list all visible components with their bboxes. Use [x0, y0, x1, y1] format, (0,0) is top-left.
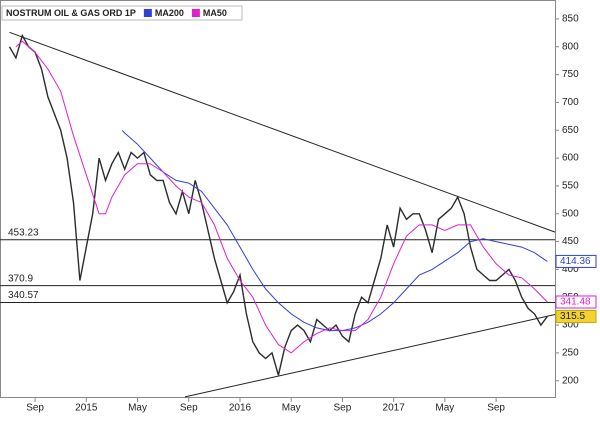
value-tag-label: 315.5: [560, 311, 585, 322]
legend-label: MA50: [203, 8, 227, 18]
y-tick-label: 400: [562, 264, 579, 275]
series-line: [8, 33, 548, 376]
legend-swatch: [191, 9, 200, 17]
y-tick-label: 550: [562, 181, 579, 192]
trend-line: [9, 31, 556, 233]
legend: NOSTRUM OIL & GAS ORD 1P MA200 MA50: [1, 5, 243, 21]
level-label: 453.23: [8, 227, 39, 238]
x-tick-label: Sep: [26, 403, 44, 414]
plot-area: [0, 0, 556, 398]
value-tag-label: 414.36: [560, 256, 591, 267]
y-tick-label: 700: [562, 97, 579, 108]
x-tick-label: Sep: [334, 403, 352, 414]
value-tag: [555, 309, 597, 323]
series-line: [121, 129, 548, 332]
legend-label: NOSTRUM OIL & GAS ORD 1P: [6, 8, 136, 18]
x-tick-label: 2015: [75, 403, 98, 414]
y-tick-label: 200: [562, 375, 579, 386]
y-tick-label: 750: [562, 69, 579, 80]
value-tag: [555, 295, 597, 309]
x-tick-label: 2016: [229, 403, 252, 414]
series-line: [15, 40, 548, 354]
y-tick-label: 500: [562, 208, 579, 219]
x-tick-label: Sep: [180, 403, 198, 414]
legend-swatch: [143, 9, 152, 17]
x-tick-label: Sep: [487, 403, 505, 414]
level-label: 370.9: [8, 273, 33, 284]
value-tag-label: 341.48: [560, 297, 591, 308]
x-tick-label: May: [435, 403, 454, 414]
level-label: 340.57: [8, 290, 39, 301]
y-tick-label: 250: [562, 348, 579, 359]
x-tick-label: May: [282, 403, 301, 414]
y-tick-label: 450: [562, 236, 579, 247]
x-tick-label: 2017: [383, 403, 406, 414]
y-tick-label: 300: [562, 320, 579, 331]
legend-label: MA200: [155, 8, 184, 18]
y-tick-label: 850: [562, 14, 579, 25]
y-tick-label: 800: [562, 41, 579, 52]
y-tick-label: 650: [562, 125, 579, 136]
legend-box: [1, 5, 243, 21]
y-tick-label: 600: [562, 153, 579, 164]
value-tag: [555, 254, 597, 268]
x-tick-label: May: [128, 403, 147, 414]
trend-line: [184, 314, 556, 398]
